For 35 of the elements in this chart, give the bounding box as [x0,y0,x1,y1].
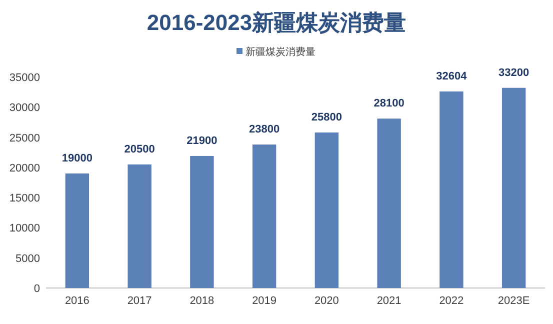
legend-label: 新疆煤炭消费量 [246,46,316,58]
y-tick-label: 30000 [9,102,40,114]
y-tick-label: 25000 [9,132,40,144]
data-label: 20500 [124,143,155,156]
title: 2016-2023新疆煤炭消费量 [146,10,406,35]
y-tick-label: 0 [34,283,40,295]
y-tick-label: 15000 [9,192,40,205]
data-label: 21900 [186,134,218,147]
x-tick-label: 2023E [498,295,530,307]
x-tick-label: 2022 [439,295,464,307]
y-tick-label: 20000 [9,162,40,174]
x-tick-label: 2021 [376,295,402,307]
y-tick-label: 35000 [9,72,40,84]
x-tick-label: 2019 [252,295,277,307]
bar [440,91,464,288]
legend: 新疆煤炭消费量 [236,47,316,58]
data-label: 28100 [374,98,404,110]
data-label: 23800 [249,124,280,136]
bar [252,144,276,288]
x-tick-label: 2020 [314,295,339,307]
bar [502,88,526,288]
bar [377,118,401,288]
x-tick-label: 2018 [190,295,214,307]
bar [128,164,152,288]
data-label: 33200 [498,66,530,79]
bar [314,132,339,288]
x-tick-label: 2016 [64,295,90,307]
bar [190,156,214,288]
data-label: 32604 [436,70,468,82]
y-tick-label: 10000 [9,222,40,235]
data-label: 19000 [62,152,92,164]
y-tick-label: 5000 [16,252,40,265]
data-label: 25800 [311,111,342,124]
x-tick-label: 2017 [127,295,152,307]
bar [65,173,90,288]
